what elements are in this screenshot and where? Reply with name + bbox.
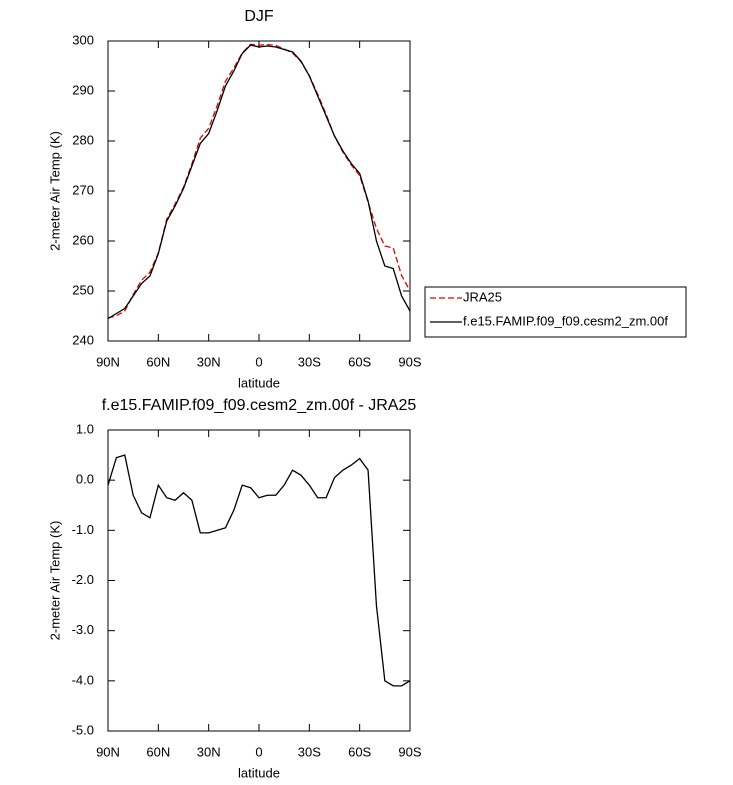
x-tick-label: 60S: [348, 354, 371, 369]
x-tick-label: 60N: [146, 744, 170, 759]
data-line: [107, 454, 411, 687]
x-tick-label: 30N: [197, 744, 221, 759]
plot-frame: [107, 429, 411, 732]
y-tick-label: -2.0: [72, 572, 94, 587]
x-tick-label: 60N: [146, 354, 170, 369]
legend-box: [424, 286, 687, 338]
y-tick-label: 280: [72, 132, 94, 147]
x-tick-label: 90S: [398, 354, 421, 369]
y-tick-label: -1.0: [72, 522, 94, 537]
y-tick-label: 290: [72, 82, 94, 97]
x-axis-label: latitude: [238, 765, 280, 780]
x-tick-label: 30S: [298, 744, 321, 759]
y-tick-label: -5.0: [72, 722, 94, 737]
y-tick-label: 1.0: [76, 421, 94, 436]
chart-title: DJF: [244, 8, 274, 25]
data-line: [107, 43, 411, 319]
y-tick-label: 250: [72, 282, 94, 297]
x-tick-label: 0: [255, 354, 262, 369]
y-tick-label: -4.0: [72, 672, 94, 687]
y-tick-label: 0.0: [76, 472, 94, 487]
x-tick-label: 60S: [348, 744, 371, 759]
x-tick-label: 30N: [197, 354, 221, 369]
y-tick-label: 240: [72, 332, 94, 347]
y-tick-label: -3.0: [72, 622, 94, 637]
y-tick-label: 300: [72, 32, 94, 47]
x-tick-label: 0: [255, 744, 262, 759]
y-tick-label: 270: [72, 182, 94, 197]
legend-label: f.e15.FAMIP.f09_f09.cesm2_zm.00f: [463, 313, 668, 328]
y-axis-label: 2-meter Air Temp (K): [47, 131, 62, 251]
x-tick-label: 90S: [398, 744, 421, 759]
x-tick-label: 90N: [96, 354, 120, 369]
y-tick-label: 260: [72, 232, 94, 247]
x-tick-label: 30S: [298, 354, 321, 369]
legend-label: JRA25: [463, 289, 502, 304]
x-axis-label: latitude: [238, 375, 280, 390]
x-tick-label: 90N: [96, 744, 120, 759]
chart-title: f.e15.FAMIP.f09_f09.cesm2_zm.00f - JRA25: [102, 397, 417, 414]
y-axis-label: 2-meter Air Temp (K): [47, 521, 62, 641]
plot-frame: [107, 40, 411, 342]
data-line: [107, 44, 411, 320]
